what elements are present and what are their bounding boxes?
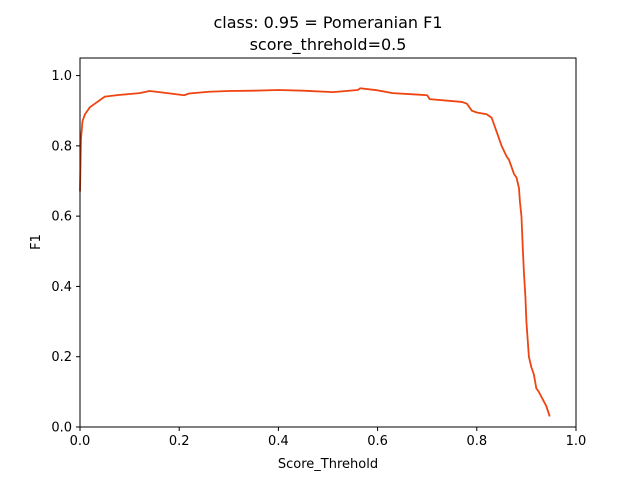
y-tick-label: 0.8: [51, 139, 72, 154]
x-axis-label: Score_Threhold: [278, 457, 378, 472]
y-tick-label: 0.6: [51, 210, 72, 225]
y-tick-label: 0.4: [51, 280, 72, 295]
plot-frame: [79, 57, 577, 428]
y-tick-label: 1.0: [51, 69, 72, 84]
series-layer: [79, 87, 551, 417]
plot-area: [80, 58, 576, 427]
x-axis: 0.0 0.2 0.4 0.6 0.8 1.0: [70, 427, 587, 449]
x-tick-label: 1.0: [566, 434, 587, 449]
chart-subtitle: score_threhold=0.5: [250, 35, 407, 55]
x-tick-label: 0.2: [169, 434, 190, 449]
y-tick-label: 0.2: [51, 350, 72, 365]
y-tick-label: 0.0: [51, 421, 72, 436]
chart-title: class: 0.95 = Pomeranian F1: [213, 13, 442, 32]
series-line-0: [79, 87, 551, 417]
x-tick-label: 0.8: [466, 434, 487, 449]
y-axis: 0.0 0.2 0.4 0.6 0.8 1.0: [51, 69, 80, 436]
x-tick-label: 0.0: [70, 434, 91, 449]
x-tick-label: 0.4: [268, 434, 289, 449]
y-axis-label: F1: [29, 234, 44, 250]
x-tick-label: 0.6: [367, 434, 388, 449]
